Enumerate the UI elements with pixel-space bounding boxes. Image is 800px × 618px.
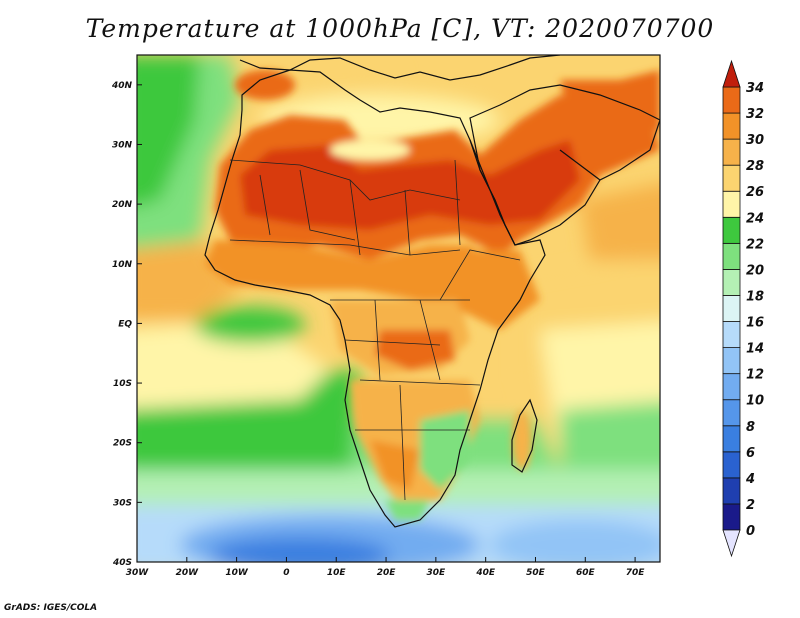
colorbar-segment <box>722 216 741 244</box>
lat-label: 10N <box>112 260 133 270</box>
colorbar-label: 20 <box>746 263 764 278</box>
colorbar-segment <box>722 295 741 322</box>
colorbar-top-arrow <box>722 59 741 88</box>
lon-label: 60E <box>576 568 596 578</box>
colorbar-label: 2 <box>746 498 755 513</box>
colorbar-label: 4 <box>745 472 755 487</box>
colorbar-segment <box>722 373 741 401</box>
colorbar-label: 12 <box>746 368 764 383</box>
lon-label: 10W <box>225 568 249 578</box>
lat-label: 30N <box>112 140 133 150</box>
lat-label: 30S <box>113 498 132 508</box>
red-sea-line <box>469 139 516 246</box>
latitude-labels: 40N 30N 20N 10N EQ 10S 20S 30S 40S <box>111 81 133 568</box>
lon-label: 30W <box>126 568 150 578</box>
colorbar-segment <box>722 242 741 270</box>
country-borders <box>229 159 521 501</box>
colorbar-segment <box>722 86 741 114</box>
colorbar-label: 28 <box>746 159 764 174</box>
colorbar-segment <box>722 503 741 531</box>
colorbar-segment <box>722 425 741 453</box>
colorbar-segment <box>722 451 741 479</box>
lon-label: 40E <box>475 568 496 578</box>
colorbar-label: 26 <box>746 185 764 200</box>
colorbar-segment <box>722 190 741 218</box>
longitude-labels: 30W 20W 10W 0 10E 20E 30E 40E 50E 60E 70E <box>126 568 646 578</box>
colorbar-label: 14 <box>746 342 764 357</box>
temperature-field <box>137 55 660 562</box>
colorbar-label: 22 <box>746 237 764 252</box>
lat-label: EQ <box>118 319 132 329</box>
colorbar-label: 34 <box>746 81 764 96</box>
colorbar-label: 18 <box>746 289 764 304</box>
lon-label: 20E <box>377 568 397 578</box>
colorbar-bottom-arrow <box>722 529 741 558</box>
colorbar-label: 6 <box>746 446 755 461</box>
lat-label: 20S <box>113 439 132 449</box>
madagascar-coastline <box>511 398 538 473</box>
colorbar-segment <box>722 269 741 296</box>
lon-label: 20W <box>176 568 200 578</box>
credit-label: GrADS: IGES/COLA <box>4 603 98 613</box>
map-frame <box>136 54 661 563</box>
lon-label: 0 <box>283 568 289 578</box>
lat-label: 40S <box>112 558 132 568</box>
colorbar-segment <box>722 399 741 427</box>
colorbar-label: 16 <box>746 316 764 331</box>
colorbar-label: 24 <box>746 211 764 226</box>
lon-label: 50E <box>526 568 546 578</box>
lat-label: 40N <box>111 81 133 91</box>
lat-label: 20N <box>112 200 133 210</box>
colorbar-segment <box>722 321 741 348</box>
colorbar-label: 10 <box>746 394 764 409</box>
colorbar-segment <box>722 112 741 140</box>
lon-label: 70E <box>626 568 646 578</box>
coastlines <box>204 55 660 528</box>
colorbar-label: 30 <box>746 133 764 148</box>
colorbar-segment <box>722 347 741 375</box>
colorbar-segment <box>722 138 741 166</box>
lon-label: 10E <box>327 568 347 578</box>
colorbar-label: 0 <box>746 524 755 539</box>
colorbar-label: 8 <box>746 420 755 435</box>
chart-title: Temperature at 1000hPa [C], VT: 20200707… <box>85 14 715 43</box>
africa-coastline <box>204 69 546 528</box>
axis-ticks <box>136 84 636 563</box>
colorbar-segment <box>722 477 741 505</box>
colorbar-label: 32 <box>746 107 764 122</box>
persian-gulf-line <box>559 149 601 181</box>
europe-coastline <box>239 55 561 81</box>
lon-label: 30E <box>427 568 447 578</box>
lat-label: 10S <box>113 379 132 389</box>
colorbar-segment <box>722 164 741 192</box>
